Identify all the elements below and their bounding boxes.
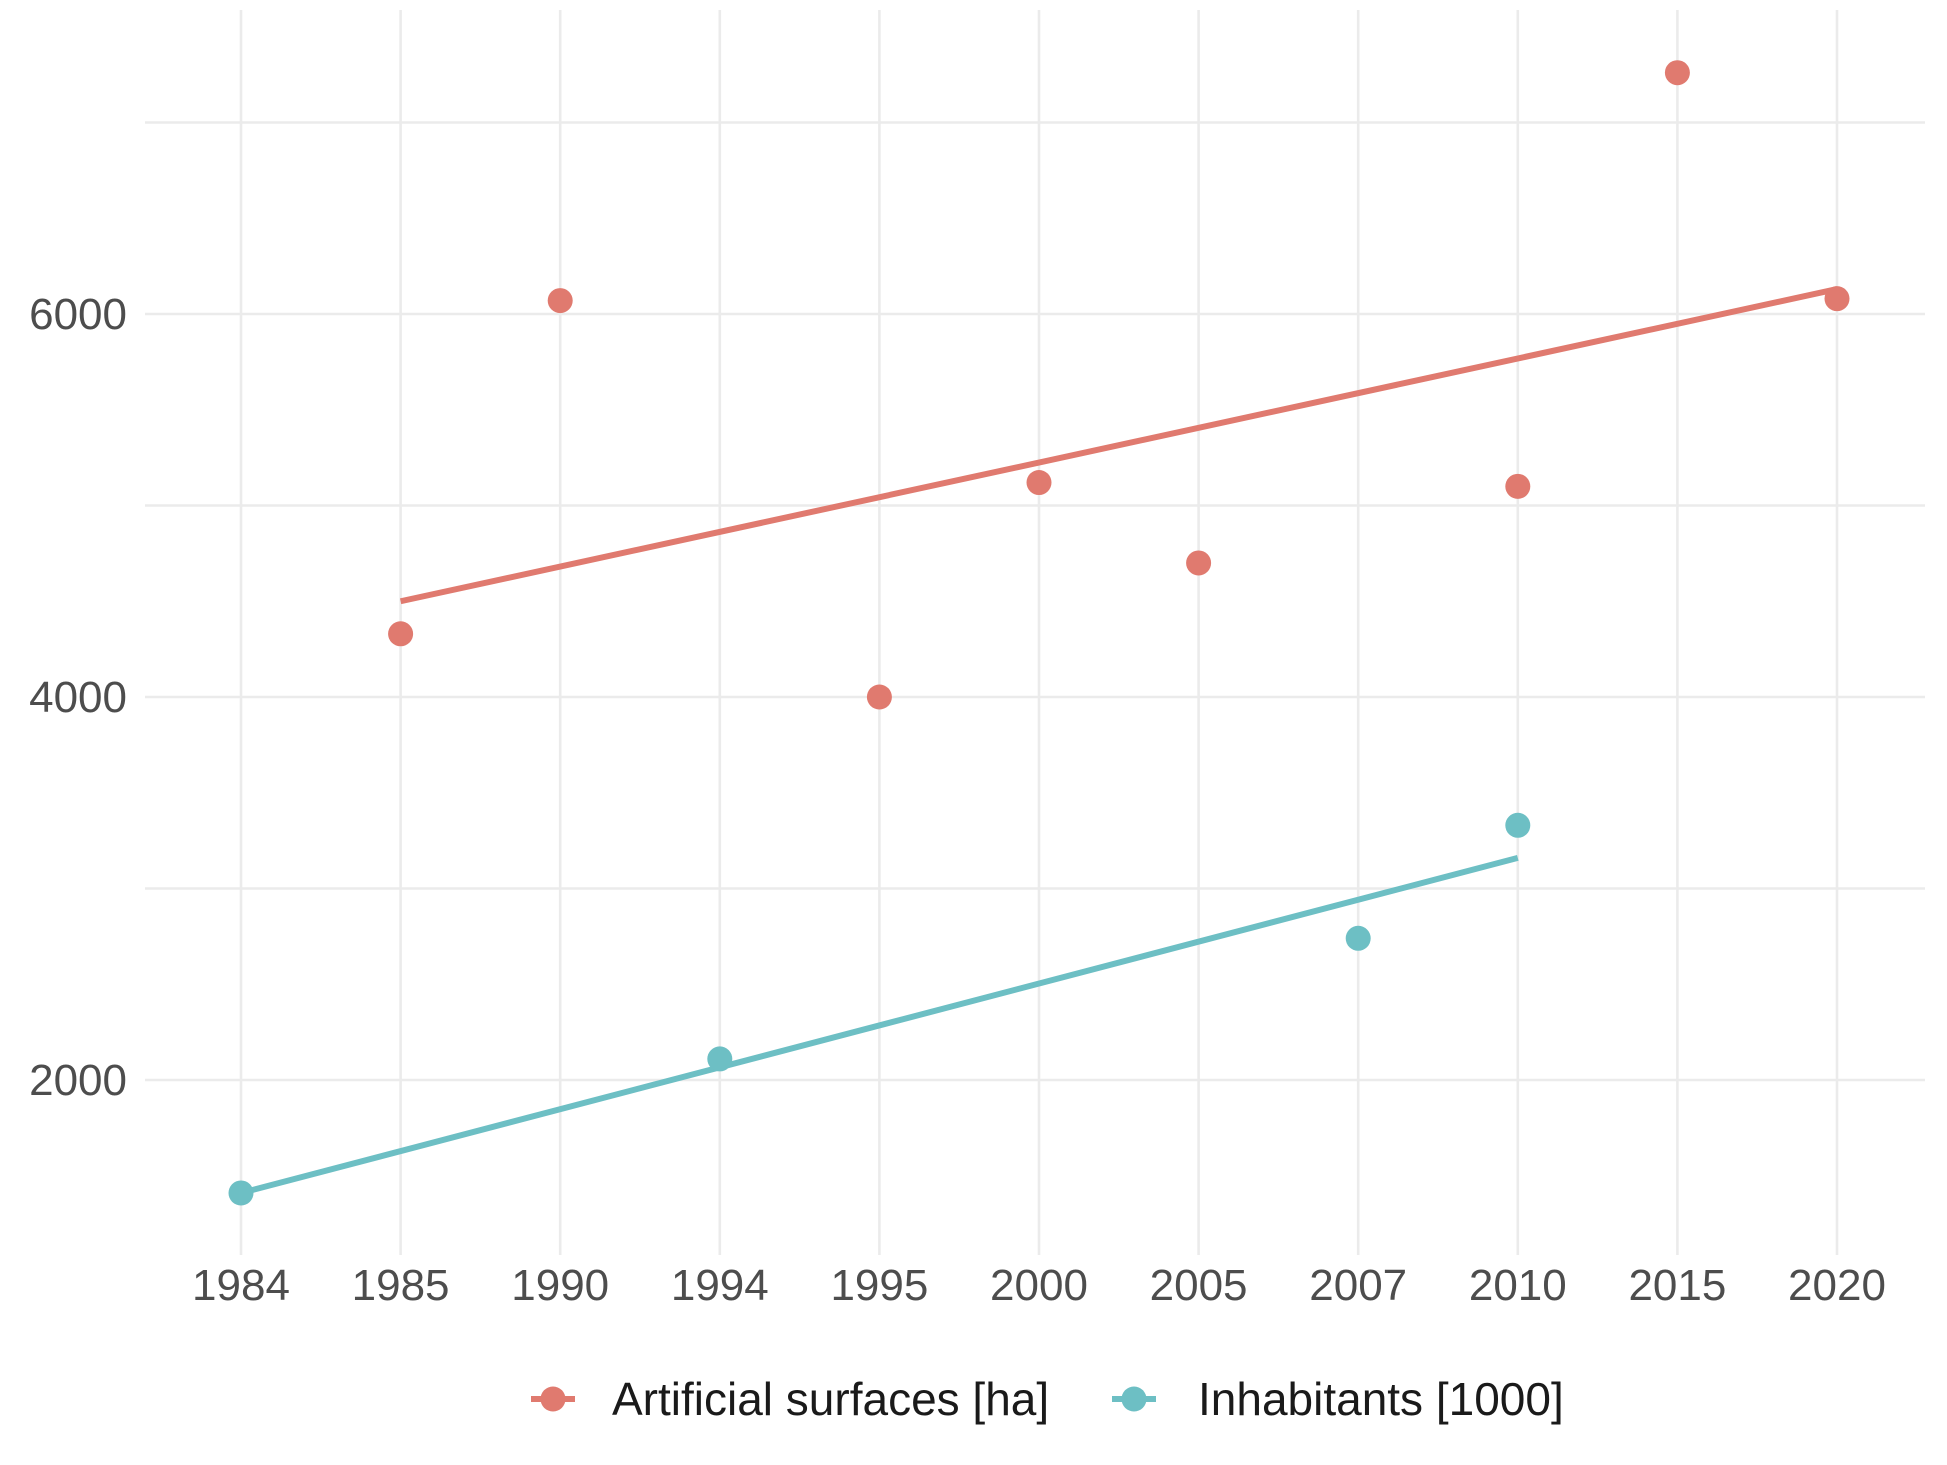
grid [145,10,1925,1255]
x-tick-label: 2020 [1788,1261,1886,1310]
trend-line-series-1 [240,854,1519,1196]
legend-label-series-1: Inhabitants [1000] [1198,1373,1564,1425]
x-tick-label: 1994 [671,1261,769,1310]
x-tick-label: 2007 [1309,1261,1407,1310]
data-point-series-0 [1505,473,1531,499]
x-tick-label: 2010 [1469,1261,1567,1310]
y-tick-label: 2000 [29,1056,127,1105]
data-point-series-0 [1824,286,1850,312]
x-tick-label: 2005 [1150,1261,1248,1310]
x-tick-label: 2015 [1628,1261,1726,1310]
data-point-series-1 [707,1046,733,1072]
data-point-series-0 [1664,60,1690,86]
y-tick-label: 6000 [29,290,127,339]
trend-line-series-0 [399,286,1838,605]
legend-label-series-0: Artificial surfaces [ha] [612,1373,1049,1425]
x-tick-label: 1985 [352,1261,450,1310]
axis-labels: 2000 4000 6000 1984 1985 1990 1994 1995 2000 2005… [29,290,1886,1310]
data-point-series-0 [866,684,892,710]
data-point-series-0 [388,621,414,647]
legend: Artificial surfaces [ha] Inhabitants [100… [531,1373,1564,1425]
x-tick-label: 2000 [990,1261,1088,1310]
data-point-series-1 [1505,812,1531,838]
x-tick-label: 1995 [830,1261,928,1310]
x-tick-label: 1990 [511,1261,609,1310]
data-point-series-0 [1026,470,1052,496]
data-point-series-1 [1345,925,1371,951]
legend-key-dot-series-0 [540,1386,566,1412]
legend-key-dot-series-1 [1121,1386,1147,1412]
data-points [228,60,1850,1206]
data-point-series-1 [228,1180,254,1206]
x-tick-label: 1984 [192,1261,290,1310]
data-point-series-0 [547,288,573,314]
y-tick-label: 4000 [29,673,127,722]
trend-lines [240,286,1838,1196]
data-point-series-0 [1186,550,1212,576]
